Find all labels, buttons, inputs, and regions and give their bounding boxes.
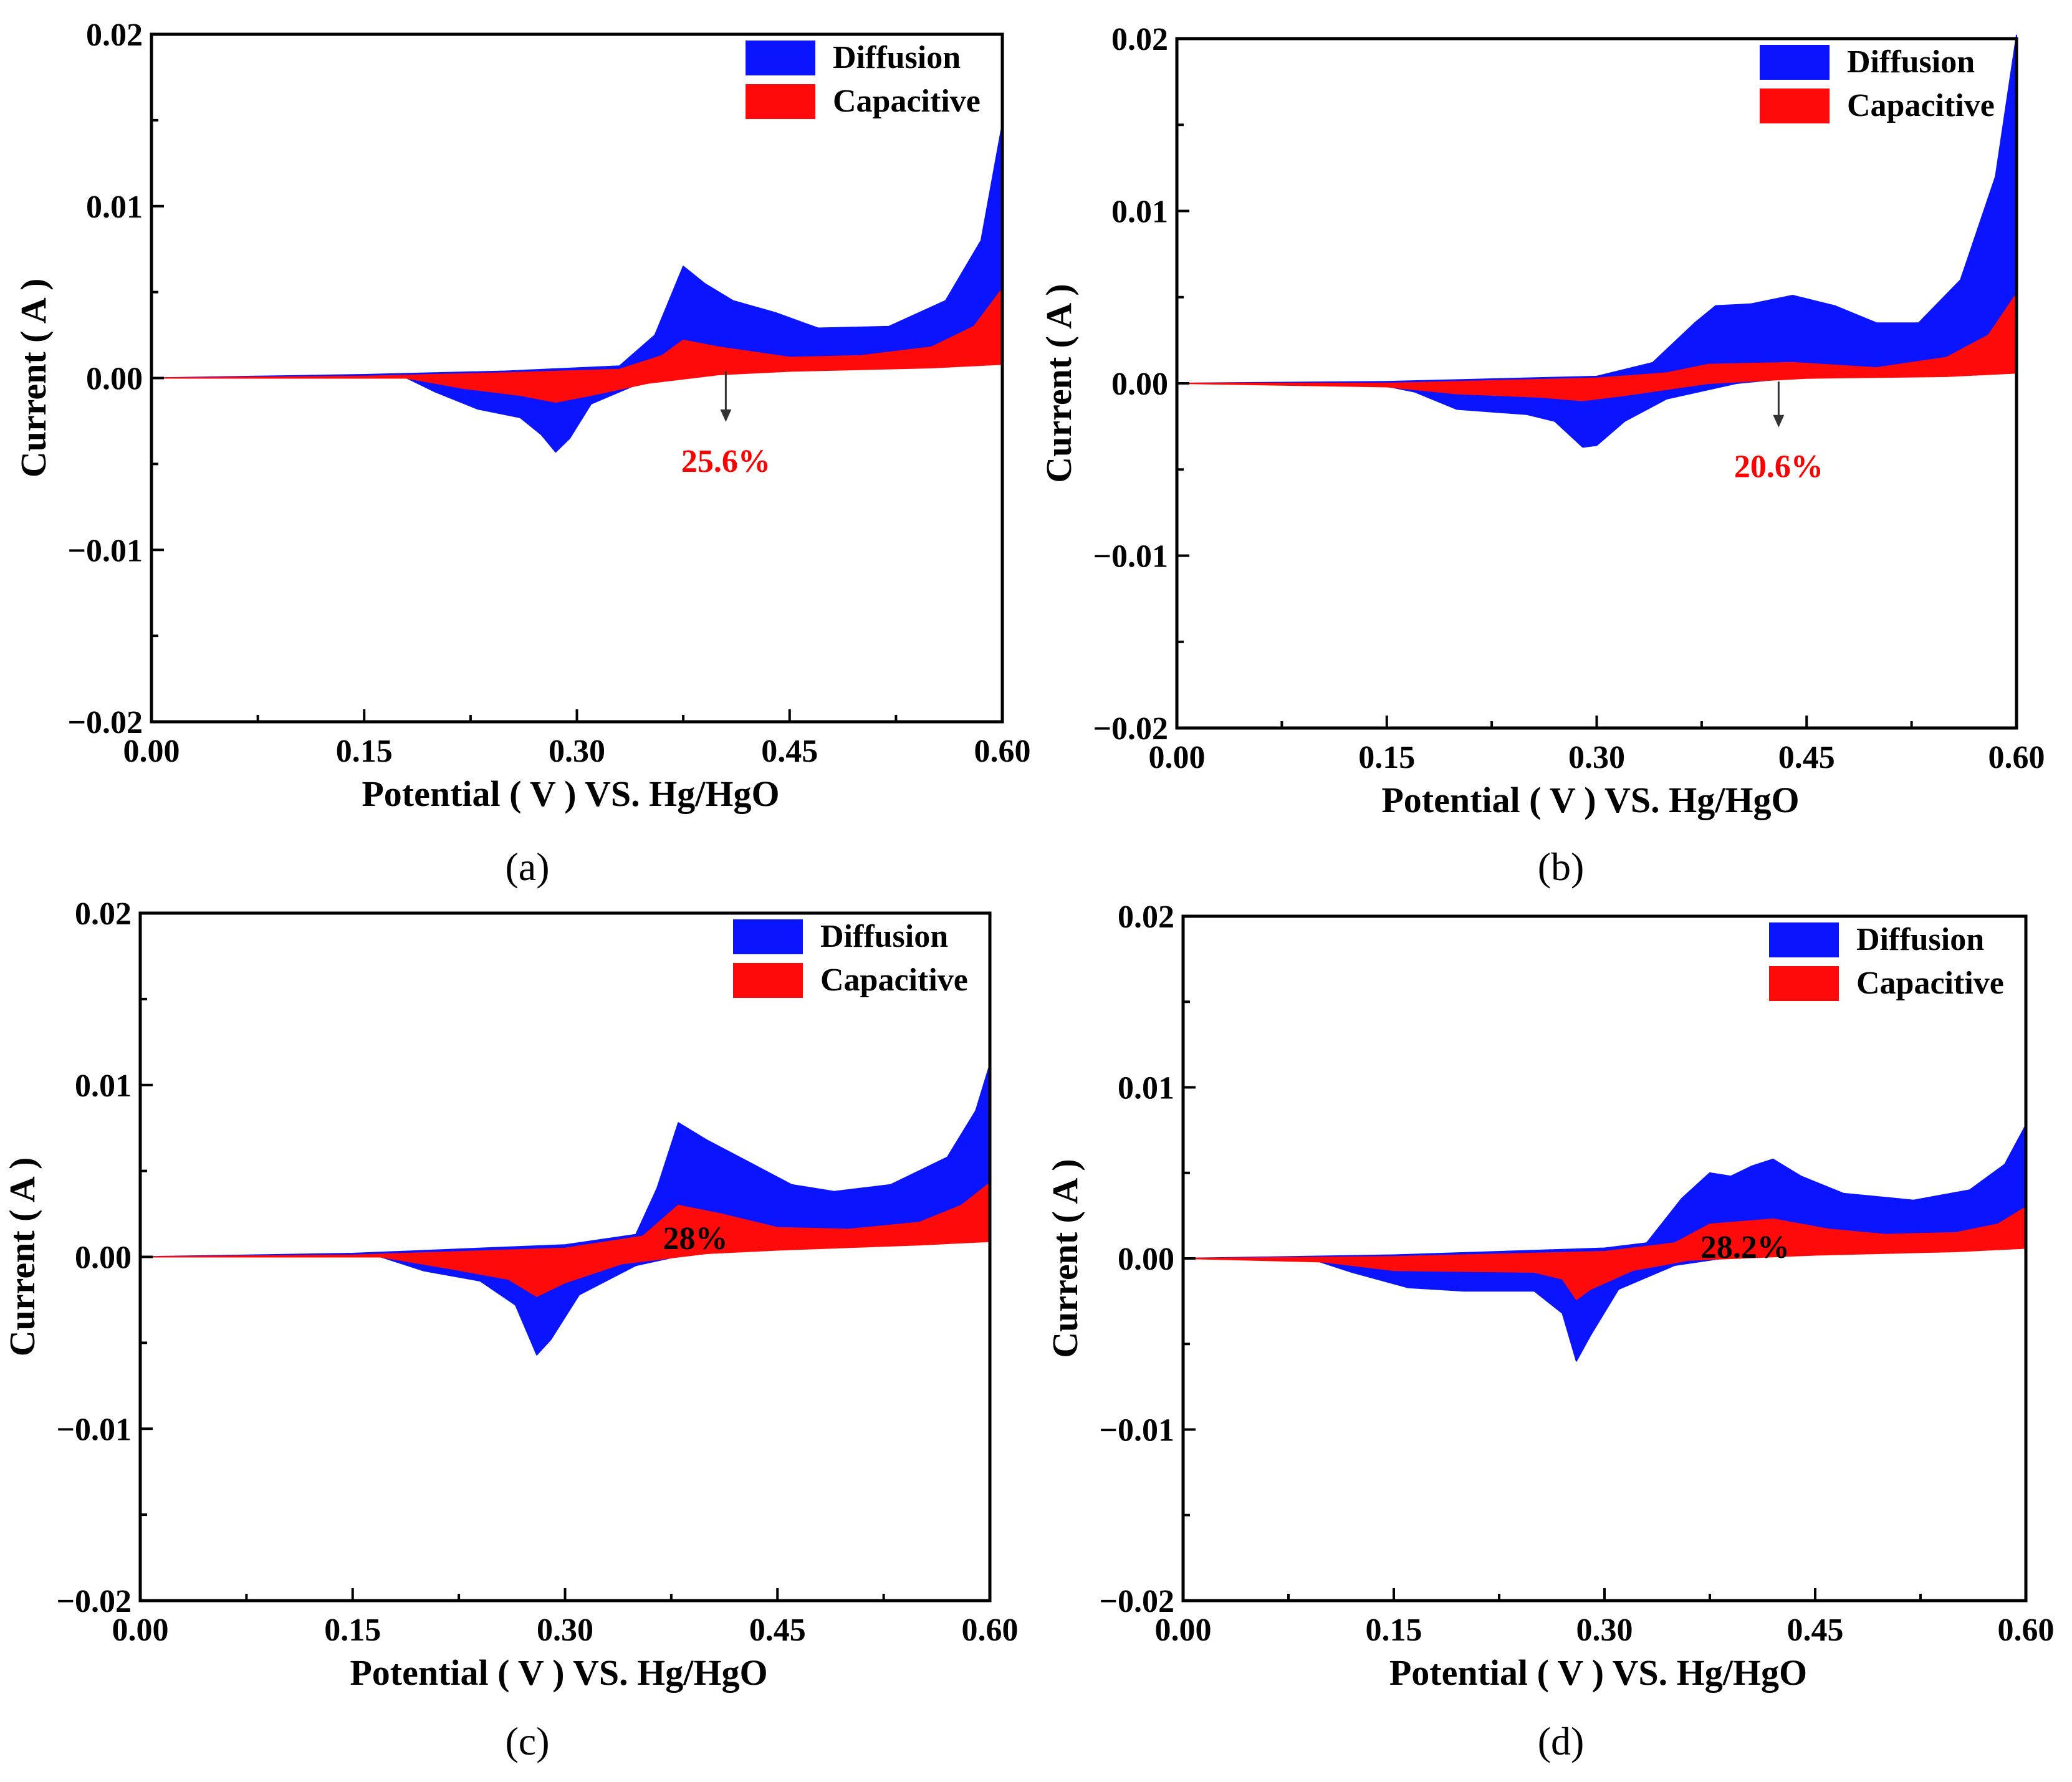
y-tick-label: −0.01 [67,533,143,568]
x-tick-label: 0.15 [1366,1612,1422,1648]
panel-d: 0.00 0.15 0.30 0.45 0.60 0.02 0.01 0.00 −0.01 −0.… [1045,899,2055,1763]
x-tick-label: 0.45 [761,734,818,769]
y-axis-title: Current ( A ) [13,279,54,478]
y-tick-label: 0.00 [86,362,143,397]
x-tick-label: 0.15 [1358,740,1415,775]
x-tick-label: 0.60 [1998,1612,2055,1648]
x-tick-label: 0.30 [1568,740,1625,775]
legend-swatch-capacitive [1769,966,1839,1001]
x-axis-title: Potential ( V ) VS. Hg/HgO [362,774,779,814]
legend-label-diffusion: Diffusion [820,919,948,954]
panel-a: 0.00 0.15 0.30 0.45 0.60 0.02 0.01 0.00 −0.01 −0.… [13,17,1031,889]
panel-label: (a) [505,845,549,889]
y-tick-label: 0.00 [1118,1242,1174,1277]
percentage-annotation: 20.6% [1734,449,1823,485]
y-tick-label: 0.02 [1111,22,1168,57]
y-tick-label: 0.01 [86,189,143,225]
diffusion-band [140,1063,990,1356]
x-tick-label: 0.00 [1149,740,1206,775]
panel-b: 0.00 0.15 0.30 0.45 0.60 0.02 0.01 0.00 −0.01 −0.… [1038,22,2045,889]
y-tick-label: −0.01 [1099,1413,1174,1449]
legend-label-capacitive: Capacitive [820,962,968,998]
y-tick-label: −0.01 [56,1412,132,1447]
panel-label: (d) [1538,1719,1585,1763]
y-tick-label: −0.02 [1093,711,1168,747]
legend-swatch-diffusion [746,41,815,75]
legend-swatch-capacitive [1760,89,1830,123]
x-tick-label: 0.15 [336,734,393,769]
y-axis-title: Current ( A ) [1038,284,1079,483]
legend-label-capacitive: Capacitive [833,84,981,119]
percentage-annotation: 28.2% [1700,1230,1790,1265]
legend-swatch-capacitive [733,963,803,998]
y-axis-title: Current ( A ) [1045,1159,1085,1358]
x-tick-label: 0.45 [1787,1612,1844,1648]
legend-label-capacitive: Capacitive [1856,965,2004,1001]
percentage-annotation: 28% [663,1221,727,1257]
panel-label: (b) [1538,845,1585,889]
x-tick-label: 0.00 [123,734,180,769]
y-tick-label: −0.02 [1099,1584,1174,1619]
legend-swatch-diffusion [1760,45,1830,80]
legend-label-diffusion: Diffusion [1856,922,1984,957]
panel-label: (c) [505,1719,549,1763]
y-axis-title: Current ( A ) [2,1157,42,1357]
legend-swatch-diffusion [1769,922,1839,957]
x-tick-label: 0.60 [974,734,1031,769]
legend-swatch-capacitive [746,84,815,119]
annotation-arrowhead [720,409,732,422]
x-axis-title: Potential ( V ) VS. Hg/HgO [1381,780,1799,820]
x-tick-label: 0.00 [112,1612,169,1648]
y-tick-label: 0.02 [1118,899,1174,935]
x-axis-title: Potential ( V ) VS. Hg/HgO [350,1652,767,1693]
annotation-arrowhead [1773,414,1785,428]
x-tick-label: 0.30 [537,1612,593,1648]
x-tick-label: 0.60 [962,1612,1019,1648]
y-tick-label: 0.00 [1111,366,1168,402]
y-tick-label: −0.01 [1093,539,1168,575]
diffusion-band [151,123,1003,453]
panel-c: 0.00 0.15 0.30 0.45 0.60 0.02 0.01 0.00 −0.01 −0.… [2,896,1019,1763]
x-tick-label: 0.00 [1155,1612,1212,1648]
x-tick-label: 0.60 [1988,740,2045,775]
x-tick-label: 0.45 [749,1612,806,1648]
legend-label-capacitive: Capacitive [1847,88,1995,123]
y-tick-label: 0.01 [1111,194,1168,230]
y-tick-label: −0.02 [56,1584,132,1619]
x-tick-label: 0.30 [1576,1612,1633,1648]
x-tick-label: 0.45 [1778,740,1835,775]
x-tick-label: 0.15 [324,1612,381,1648]
y-tick-label: 0.01 [1118,1071,1174,1106]
legend-label-diffusion: Diffusion [833,40,961,75]
x-axis-title: Potential ( V ) VS. Hg/HgO [1389,1652,1807,1693]
x-tick-label: 0.30 [549,734,605,769]
percentage-annotation: 25.6% [681,444,770,479]
y-tick-label: 0.02 [86,17,143,53]
y-tick-label: 0.01 [75,1068,132,1104]
y-tick-label: 0.02 [75,896,132,932]
y-tick-label: −0.02 [67,705,143,740]
y-tick-label: 0.00 [75,1240,132,1276]
legend-swatch-diffusion [733,919,803,954]
legend-label-diffusion: Diffusion [1847,44,1975,80]
